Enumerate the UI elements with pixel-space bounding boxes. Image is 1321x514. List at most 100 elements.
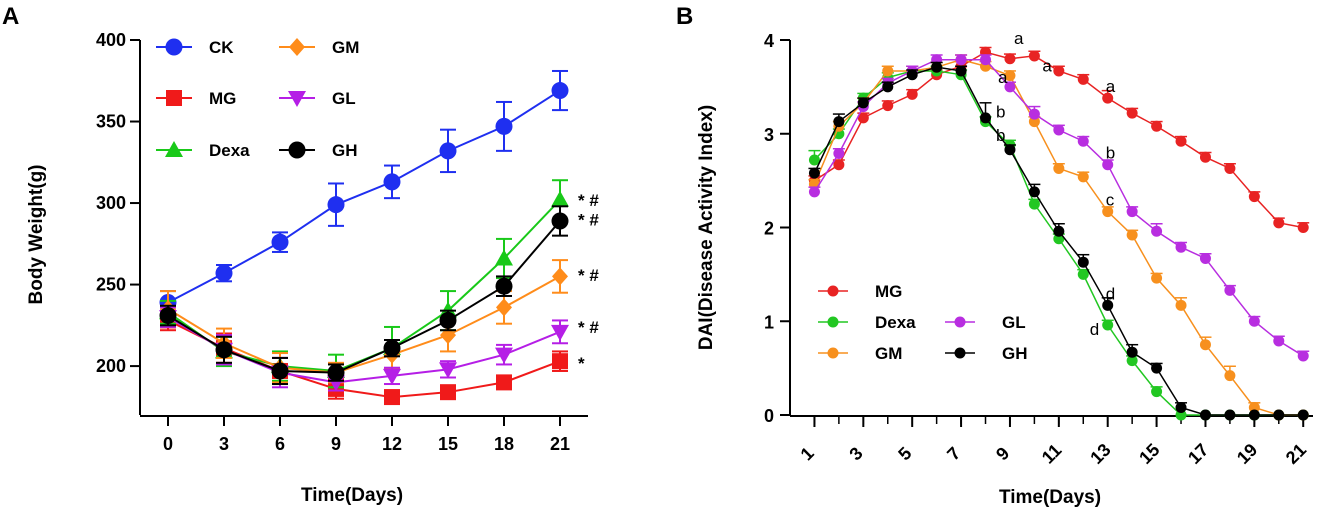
data-point <box>1028 198 1040 210</box>
legend-label: Dexa <box>209 141 250 160</box>
data-point <box>1004 70 1016 82</box>
data-point <box>1199 409 1211 421</box>
data-point <box>1102 299 1114 311</box>
significance-label: a <box>998 68 1008 87</box>
data-point <box>808 186 820 198</box>
y-tick-label: 1 <box>764 312 774 332</box>
data-point <box>383 368 401 385</box>
significance-label: * # <box>578 210 599 229</box>
data-point <box>980 112 992 124</box>
y-tick-label: 0 <box>764 406 774 426</box>
legend-label: CK <box>209 38 234 57</box>
y-tick-label: 300 <box>96 193 126 213</box>
x-tick-label: 3 <box>845 443 866 464</box>
y-tick-label: 3 <box>764 125 774 145</box>
data-point <box>552 353 568 370</box>
data-point <box>495 277 513 295</box>
data-point <box>955 65 967 77</box>
data-point <box>1126 346 1138 358</box>
data-point <box>384 389 400 406</box>
data-point <box>552 267 568 286</box>
legend-item-gh: GH <box>279 141 358 160</box>
data-point <box>833 159 845 171</box>
legend-item-gm: GM <box>818 344 902 363</box>
data-point <box>1297 222 1309 233</box>
data-point <box>1273 217 1285 229</box>
legend-marker <box>827 316 839 328</box>
data-point <box>1151 386 1163 398</box>
data-point <box>1224 370 1236 382</box>
data-point <box>1102 206 1114 218</box>
data-point <box>496 374 512 391</box>
data-point <box>882 65 894 77</box>
series-dexa <box>808 65 1309 421</box>
data-point <box>1248 315 1260 327</box>
legend-item-dexa: Dexa <box>818 313 916 332</box>
x-tick-label: 9 <box>331 434 341 454</box>
data-point <box>551 212 569 230</box>
x-tick-label: 11 <box>1038 440 1066 468</box>
data-point <box>833 147 845 159</box>
data-point <box>327 364 345 382</box>
data-point <box>1224 162 1236 174</box>
data-point <box>1151 362 1163 374</box>
legend-label: MG <box>875 282 902 301</box>
significance-label: d <box>1106 284 1115 303</box>
x-axis-title: Time(Days) <box>301 485 403 506</box>
data-point <box>1199 151 1211 163</box>
legend-item-gl: GL <box>279 89 356 108</box>
x-tick-label: 0 <box>163 434 173 454</box>
legend-item-gh: GH <box>945 344 1028 363</box>
legend-marker <box>166 90 182 106</box>
data-point <box>906 88 918 100</box>
data-point <box>833 116 845 128</box>
x-tick-label: 15 <box>438 434 458 454</box>
data-point <box>439 362 457 379</box>
series-line <box>167 275 561 374</box>
data-point <box>931 61 943 73</box>
significance-label: a <box>1014 29 1024 48</box>
data-point <box>1175 135 1187 147</box>
data-point <box>808 167 820 179</box>
data-point <box>1126 206 1138 218</box>
data-point <box>1273 409 1285 421</box>
x-tick-label: 21 <box>1282 440 1310 468</box>
data-point <box>808 154 820 166</box>
legend-marker <box>165 38 183 56</box>
data-point <box>383 339 401 357</box>
x-tick-label: 12 <box>382 434 402 454</box>
x-tick-label: 17 <box>1184 440 1212 468</box>
chart-body-weight: 200 250 300 350 400 0 3 6 9 12 15 18 21 Time(Days) Bod… <box>26 30 599 506</box>
data-point <box>1053 225 1065 237</box>
y-tick-label: 4 <box>764 31 774 51</box>
data-point <box>1077 171 1089 183</box>
significance-label: a <box>1106 77 1116 96</box>
x-tick-label: 5 <box>894 443 915 464</box>
series-gh <box>159 205 569 386</box>
data-point <box>495 249 513 266</box>
data-point <box>1102 159 1114 171</box>
data-point <box>1077 256 1089 268</box>
x-tick-label: 13 <box>1086 440 1114 468</box>
x-tick-label: 18 <box>494 434 514 454</box>
legend-marker <box>954 316 966 328</box>
series-line <box>167 89 561 304</box>
significance-label: d <box>1090 320 1099 339</box>
data-point <box>1028 108 1040 120</box>
significance-label: a <box>1042 57 1052 76</box>
x-tick-label: 9 <box>992 443 1013 464</box>
y-tick-label: 400 <box>96 30 126 50</box>
data-point <box>1175 241 1187 253</box>
data-point <box>551 82 569 100</box>
data-point <box>551 190 569 207</box>
data-point <box>882 100 894 112</box>
legend-label: GH <box>332 141 358 160</box>
panel-a-letter: A <box>2 3 19 30</box>
data-point <box>383 173 401 191</box>
significance-label: * # <box>578 266 599 285</box>
legend-item-gm: GM <box>279 38 359 57</box>
data-point <box>1077 268 1089 280</box>
data-point <box>1175 402 1187 413</box>
series-line <box>167 319 561 399</box>
data-point <box>1004 144 1016 156</box>
